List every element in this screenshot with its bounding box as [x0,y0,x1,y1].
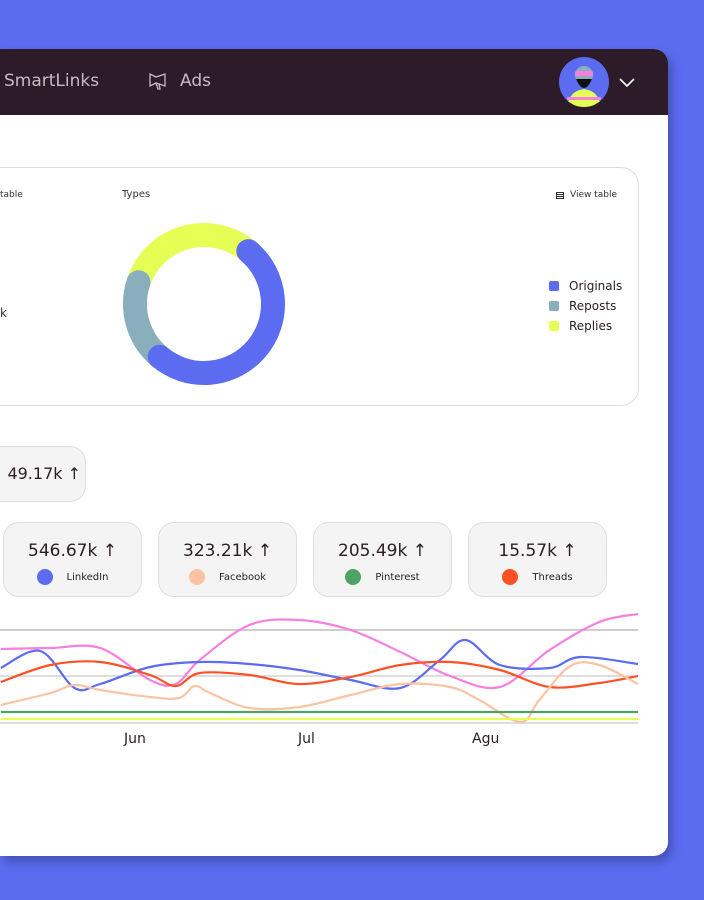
table-icon [556,191,564,199]
legend-swatch [549,281,559,291]
nav-label: Ads [180,71,211,91]
top-nav: SmartLinks Ads [0,49,668,115]
legend-item: Replies [549,316,622,336]
x-tick-label: Agu [472,731,500,747]
stat-value: 323.21k ↑ [183,541,272,561]
stat-value: 546.67k ↑ [28,541,117,561]
platform-dot [189,569,205,585]
types-donut-chart [123,223,285,385]
donut-slice-replies [127,223,257,287]
chevron-down-icon[interactable] [618,73,636,91]
user-avatar[interactable] [559,57,609,107]
megaphone-icon [149,72,166,90]
view-table-link-partial[interactable]: table [0,190,23,200]
view-table-label: View table [570,190,618,200]
nav-smartlinks[interactable]: SmartLinks [4,71,99,91]
platform-dot [345,569,362,585]
series-line-0 [0,612,639,690]
donut-legend: Originals Reposts Replies [549,276,622,336]
total-value: 49.17k ↑ [7,464,81,483]
stat-label: Threads [532,571,573,583]
legend-label: Originals [569,279,623,293]
types-title: Types [122,189,151,200]
series-line-2 [0,660,639,689]
nav-ads[interactable]: Ads [148,71,211,91]
x-tick-label: Jun [124,731,146,747]
stat-card-facebook[interactable]: 323.21k ↑ Facebook [158,522,297,597]
total-card[interactable]: 49.17k ↑ [0,446,86,502]
legend-swatch [549,301,559,311]
stat-value: 205.49k ↑ [338,541,427,561]
legend-swatch [549,321,559,331]
stat-label: Facebook [219,571,266,583]
stat-label: LinkedIn [66,571,109,583]
donut-slice-originals [147,239,285,385]
series-line-1 [0,638,639,692]
legend-label: Replies [569,319,613,333]
stat-card-linkedin[interactable]: 546.67k ↑ LinkedIn [3,522,142,597]
platform-dot [502,569,519,585]
stat-value: 15.57k ↑ [498,541,577,561]
stat-card-threads[interactable]: 15.57k ↑ Threads [468,522,607,597]
types-card [0,167,639,406]
value-partial: k [0,306,7,320]
legend-item: Reposts [549,296,622,316]
platform-dot [36,569,53,585]
legend-item: Originals [549,276,622,296]
stat-label: Pinterest [375,571,420,583]
view-table-button[interactable]: View table [556,190,617,200]
x-tick-label: Jul [298,731,315,747]
nav-label: SmartLinks [4,71,100,91]
series-line-3 [0,661,639,724]
stat-card-pinterest[interactable]: 205.49k ↑ Pinterest [313,522,452,597]
line-chart [0,612,639,724]
legend-label: Reposts [569,299,617,313]
